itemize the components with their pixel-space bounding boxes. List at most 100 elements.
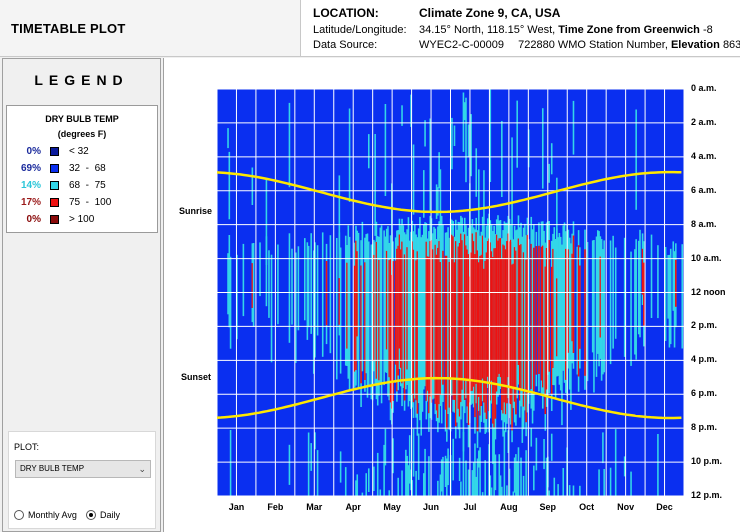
heatmap-cell	[228, 235, 231, 328]
heatmap-cell	[667, 255, 669, 319]
legend-color-swatch	[50, 198, 59, 207]
heatmap-cell	[439, 474, 442, 496]
heatmap-cell	[407, 217, 410, 407]
heatmap-cell	[506, 241, 508, 404]
heatmap-cell	[541, 245, 544, 388]
heatmap-cell	[433, 226, 435, 399]
heatmap-cell	[550, 143, 553, 175]
heatmap-cell	[568, 485, 571, 496]
legend-item-range: > 100	[69, 214, 95, 225]
heatmap-cell	[603, 240, 605, 373]
heatmap-cell	[428, 256, 430, 414]
heatmap-cell	[472, 462, 475, 496]
plot-variable-select[interactable]: DRY BULB TEMP ⌄	[15, 460, 151, 478]
heatmap-cell	[348, 236, 351, 392]
heatmap-cell	[481, 235, 484, 379]
heatmap-cell	[367, 134, 370, 169]
heatmap-cell	[475, 148, 478, 197]
heatmap-cell	[227, 128, 229, 149]
heatmap-cell	[512, 491, 515, 496]
heatmap-cell	[288, 444, 291, 485]
heatmap-cell	[548, 163, 550, 183]
heatmap-cell	[387, 226, 389, 397]
heatmap-cell	[375, 241, 378, 379]
heatmap-cell	[406, 455, 408, 496]
heatmap-cell	[392, 261, 394, 401]
month-label: Jun	[422, 502, 439, 512]
heatmap-cell	[501, 486, 503, 496]
heatmap-cell	[314, 242, 316, 358]
heatmap-cell	[437, 480, 439, 496]
heatmap-cell	[521, 236, 524, 443]
radio-daily[interactable]: Daily	[86, 509, 146, 523]
heatmap-cell	[520, 457, 522, 496]
heatmap-cell	[474, 254, 476, 418]
heatmap-cell	[554, 239, 557, 398]
heatmap-cell	[291, 248, 293, 325]
legend-item: 0% > 100	[7, 214, 157, 228]
legend-color-swatch	[50, 147, 59, 156]
heatmap-cell	[355, 480, 357, 496]
heatmap-cell	[466, 249, 469, 407]
radio-monthly-indicator[interactable]	[14, 510, 24, 520]
heatmap-cell	[434, 244, 437, 404]
heatmap-cell	[425, 241, 428, 401]
heatmap-cell	[461, 240, 463, 390]
elevation-value: 863 ft	[722, 39, 740, 51]
hour-label: 6 a.m.	[691, 184, 717, 195]
month-label: Feb	[267, 502, 284, 512]
heatmap-cell	[602, 432, 604, 464]
heatmap-cell	[414, 224, 416, 399]
hour-label: 4 a.m.	[691, 150, 717, 161]
heatmap-cell	[568, 237, 571, 390]
heatmap-cell	[493, 248, 495, 428]
heatmap-cell	[338, 175, 341, 279]
heatmap-cell	[437, 187, 439, 216]
heatmap-cell	[572, 100, 575, 155]
legend-item-range: 75 - 100	[69, 197, 112, 208]
radio-daily-indicator[interactable]	[86, 510, 96, 520]
heatmap-cell	[440, 215, 443, 424]
heatmap-cell	[657, 434, 659, 496]
heatmap-cell	[530, 243, 533, 389]
heatmap-cell	[374, 134, 376, 236]
heatmap-cell	[229, 430, 232, 496]
heatmap-cell	[556, 177, 558, 279]
heatmap-cell	[453, 262, 456, 400]
heatmap-cell	[548, 240, 550, 372]
heatmap-cell	[543, 230, 545, 397]
heatmap-cell	[325, 261, 328, 326]
heatmap-cell	[411, 480, 414, 496]
radio-monthly-avg[interactable]: Monthly Avg	[14, 509, 84, 523]
legend-units: (degrees F)	[57, 129, 107, 139]
heatmap-cell	[344, 235, 347, 366]
heatmap-cell	[463, 102, 466, 121]
heatmap-cell	[489, 242, 492, 401]
sunrise-curve	[216, 170, 682, 214]
heatmap-cell	[452, 236, 454, 400]
heatmap-cell	[525, 259, 527, 423]
heatmap-cell	[373, 254, 375, 362]
heatmap-cell	[486, 241, 489, 377]
heatmap-cell	[544, 266, 547, 415]
heatmap-cell	[533, 247, 535, 392]
heatmap-cell	[339, 451, 342, 483]
heatmap-cell	[388, 490, 391, 496]
heatmap-cell	[384, 428, 387, 466]
heatmap-cell	[384, 104, 387, 196]
heatmap-cell	[513, 247, 516, 402]
heatmap-cell	[415, 470, 417, 496]
heatmap-cell	[392, 438, 394, 474]
month-label: Jan	[228, 502, 245, 512]
heatmap-cell	[484, 460, 486, 496]
heatmap-cell	[460, 481, 462, 496]
heatmap-cell	[310, 233, 312, 334]
heatmap-cell	[429, 241, 431, 397]
hour-label: 10 p.m.	[691, 456, 723, 467]
heatmap-cell	[353, 265, 356, 372]
heatmap-cell	[483, 242, 485, 403]
heatmap-cell	[417, 433, 420, 480]
heatmap-cell	[599, 256, 602, 338]
heatmap-cell	[635, 239, 637, 360]
heatmap-cell	[641, 248, 644, 295]
